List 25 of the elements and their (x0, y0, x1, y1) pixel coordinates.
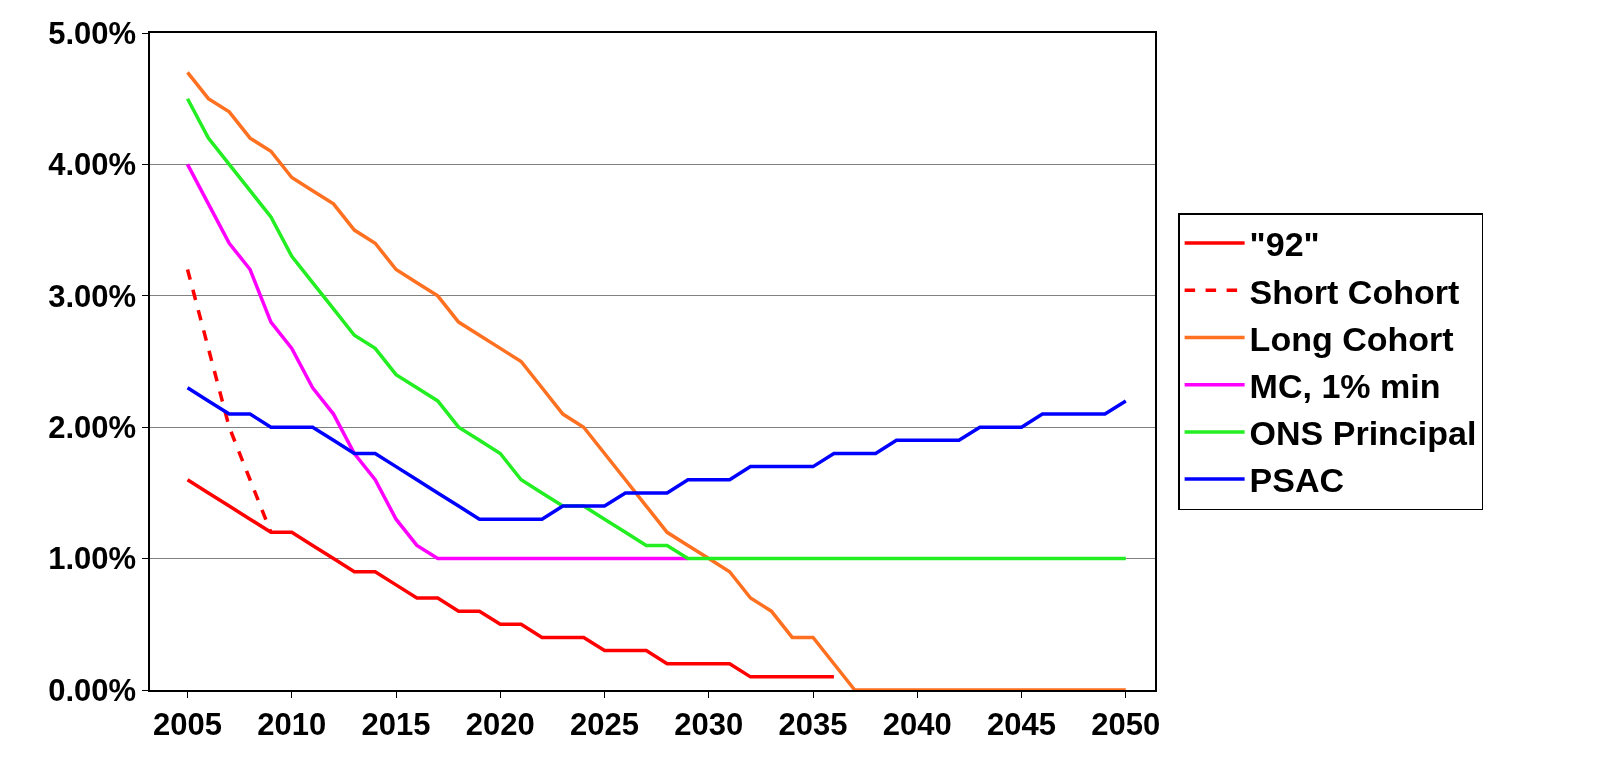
line-series (185, 96, 1128, 561)
line-series (185, 70, 1128, 690)
x-tick-label: 2035 (778, 706, 848, 742)
legend-label: Long Cohort (1249, 319, 1454, 358)
y-tick-label: 1.00% (48, 541, 137, 577)
y-tick-label: 3.00% (48, 278, 137, 314)
x-tick-label: 2005 (153, 706, 223, 742)
legend-label: Short Cohort (1249, 272, 1460, 311)
x-tick-label: 2025 (570, 706, 640, 742)
legend-label: "92" (1249, 225, 1320, 264)
x-tick-label: 2020 (465, 706, 535, 742)
y-tick-label: 5.00% (48, 15, 137, 51)
x-tick-label: 2010 (257, 706, 327, 742)
legend-label: ONS Principal (1249, 414, 1477, 453)
y-tick-label: 4.00% (48, 147, 137, 183)
x-tick-label: 2050 (1091, 706, 1161, 742)
line-series (185, 386, 1128, 521)
y-tick-label: 0.00% (48, 672, 137, 708)
x-tick-label: 2040 (882, 706, 952, 742)
x-tick-label: 2015 (361, 706, 431, 742)
y-tick-label: 2.00% (48, 410, 137, 446)
legend-label: MC, 1% min (1249, 366, 1441, 405)
x-tick-label: 2030 (674, 706, 744, 742)
x-tick-label: 2045 (987, 706, 1057, 742)
legend-label: PSAC (1249, 461, 1345, 500)
